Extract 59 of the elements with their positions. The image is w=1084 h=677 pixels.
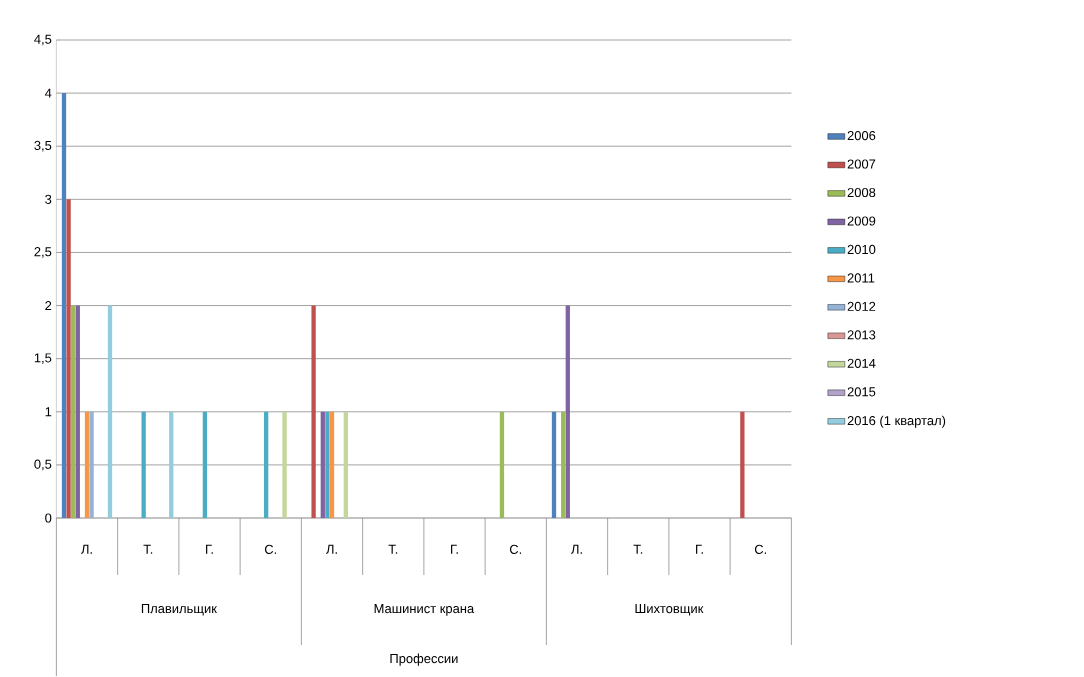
bar: [169, 411, 174, 518]
x-tick-label: Г.: [696, 544, 703, 554]
bar: [329, 411, 335, 518]
y-tick-label: 4,5: [34, 34, 52, 46]
bar: [311, 305, 316, 518]
legend-label: 2010: [847, 244, 876, 255]
bar: [343, 411, 348, 518]
bar: [75, 305, 80, 518]
y-tick-label: 4: [44, 88, 52, 98]
x-tick-label: С.: [509, 544, 522, 554]
x-tick-label: Л.: [326, 544, 337, 554]
y-tick-label: 3,5: [34, 140, 52, 152]
bar: [71, 305, 76, 518]
bar: [282, 411, 287, 518]
legend-label: 2008: [847, 187, 876, 198]
bar: [264, 411, 269, 518]
y-tick-label: 1,5: [34, 353, 52, 364]
bar: [565, 305, 570, 518]
bar: [740, 411, 745, 518]
bar: [84, 411, 90, 518]
bar: [325, 411, 330, 518]
bar: [107, 305, 113, 518]
bar: [499, 411, 505, 518]
legend-label: 2014: [847, 358, 876, 368]
text: Машинист крана: [374, 604, 475, 616]
y-tick-label: 2,5: [34, 247, 52, 258]
legend-label: 2011: [847, 273, 875, 283]
bar: [141, 411, 146, 518]
y-tick-label: 3: [45, 194, 52, 204]
bar: [202, 411, 208, 518]
x-tick-label: Т.: [388, 544, 398, 554]
legend-label: 2007: [847, 159, 876, 169]
y-tick-label: 0,5: [34, 459, 52, 471]
x-tick-label: С.: [754, 544, 767, 554]
y-tick-label: 2: [45, 301, 52, 311]
x-tick-label: Г.: [206, 544, 213, 554]
bar: [89, 411, 94, 518]
text: Плавильщик: [141, 604, 217, 616]
legend-label: 2016 (1 квартал): [847, 415, 946, 428]
bar: [561, 411, 566, 518]
legend-label: 2013: [847, 330, 876, 340]
legend-label: 2009: [847, 216, 876, 226]
x-tick-label: Г.: [451, 544, 458, 554]
legend-label: 2015: [847, 387, 876, 397]
text: Профессии: [390, 653, 458, 666]
bar: [61, 93, 67, 518]
bar: [320, 411, 325, 518]
bar: [66, 199, 71, 518]
bar: [551, 411, 557, 518]
x-tick-label: Т.: [633, 544, 643, 554]
y-tick-label: 1: [45, 407, 52, 417]
legend-label: 2012: [847, 301, 876, 311]
x-tick-label: Л.: [81, 544, 92, 554]
x-tick-label: С.: [264, 544, 277, 554]
x-tick-label: Л.: [571, 544, 582, 554]
y-tick-label: 0: [45, 513, 52, 523]
legend-label: 2006: [847, 130, 876, 141]
text: Шихтовщик: [635, 604, 704, 616]
x-tick-label: Т.: [143, 544, 153, 554]
